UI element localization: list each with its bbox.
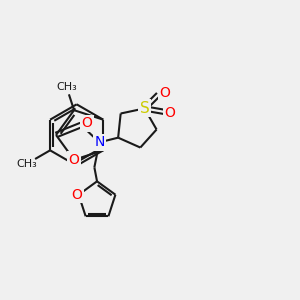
Text: O: O bbox=[159, 86, 170, 100]
Text: CH₃: CH₃ bbox=[56, 82, 77, 92]
Text: O: O bbox=[69, 153, 80, 167]
Text: CH₃: CH₃ bbox=[16, 159, 38, 169]
Text: N: N bbox=[94, 135, 105, 149]
Text: O: O bbox=[82, 116, 92, 130]
Text: S: S bbox=[140, 101, 149, 116]
Text: O: O bbox=[164, 106, 175, 121]
Text: O: O bbox=[71, 188, 82, 202]
